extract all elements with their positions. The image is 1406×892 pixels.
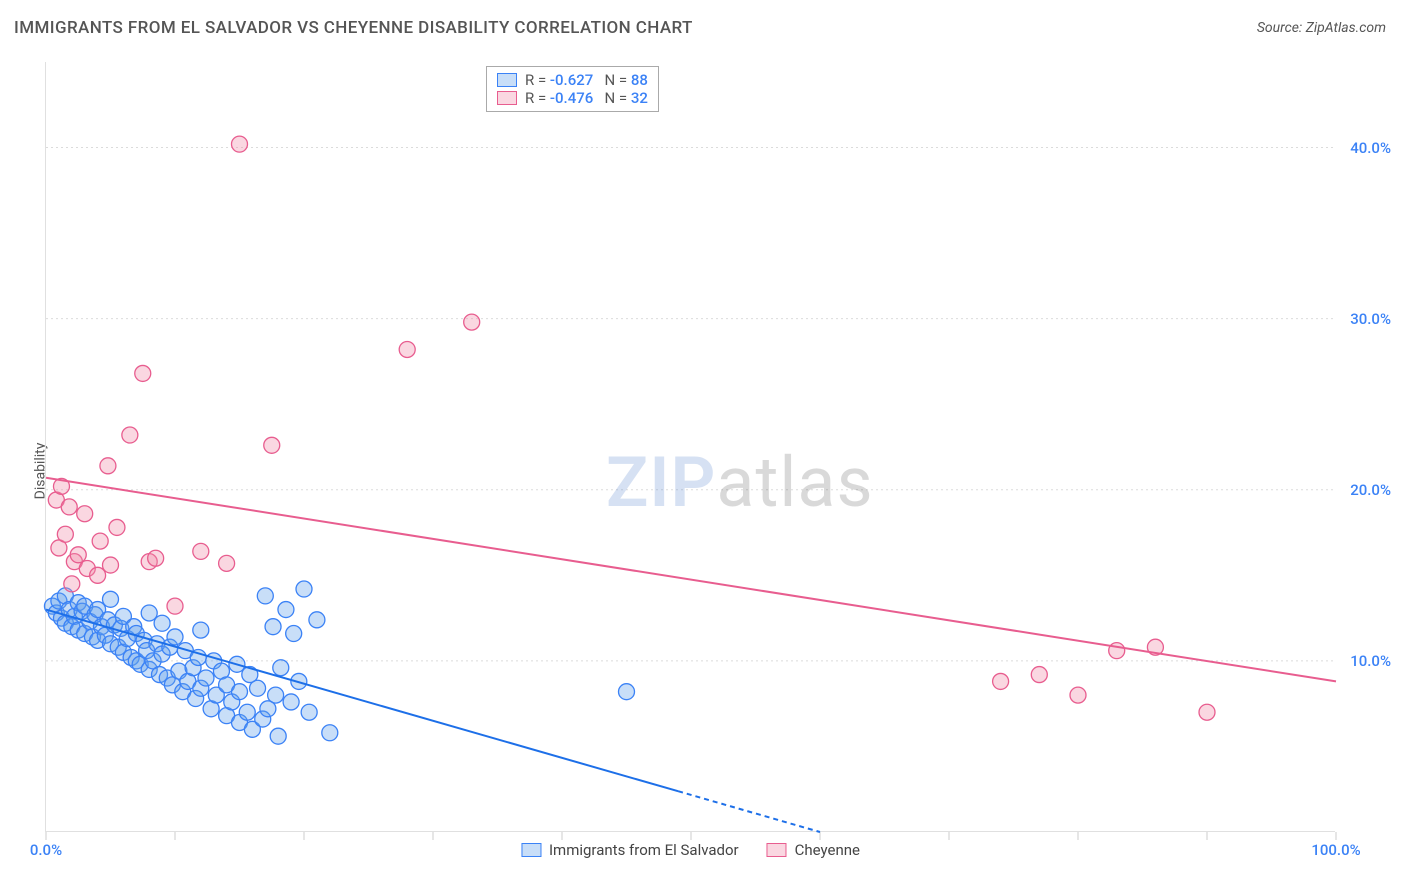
x-tick-label: 100.0% [1311,841,1360,859]
data-point [1070,687,1086,703]
legend-label: Immigrants from El Salvador [549,841,739,859]
data-point [109,519,125,535]
trend-line-dashed [678,791,820,832]
data-point [198,670,214,686]
data-point [141,605,157,621]
data-point [61,499,77,515]
data-point [265,619,281,635]
legend-swatch [497,91,517,105]
trend-line [46,610,678,792]
data-point [270,728,286,744]
data-point [296,581,312,597]
data-point [273,660,289,676]
correlation-legend: R = -0.627 N = 88R = -0.476 N = 32 [486,66,659,112]
data-point [232,684,248,700]
series-legend: Immigrants from El Salvador Cheyenne [521,841,860,859]
legend-row: R = -0.627 N = 88 [497,71,648,89]
y-tick-label: 40.0% [1350,139,1391,157]
data-point [193,543,209,559]
plot-area: ZIPatlas R = -0.627 N = 88R = -0.476 N =… [45,62,1335,832]
legend-item: Cheyenne [767,841,860,859]
data-point [399,341,415,357]
legend-row: R = -0.476 N = 32 [497,89,648,107]
data-point [193,622,209,638]
data-point [264,437,280,453]
data-point [1199,704,1215,720]
legend-stats: R = -0.476 N = 32 [525,89,648,107]
data-point [122,427,138,443]
data-point [1031,667,1047,683]
source-name: ZipAtlas.com [1306,20,1386,36]
data-point [232,136,248,152]
data-point [100,458,116,474]
x-tick-label: 0.0% [30,841,62,859]
legend-swatch [497,73,517,87]
data-point [309,612,325,628]
data-point [103,591,119,607]
data-point [283,694,299,710]
data-point [268,687,284,703]
data-point [257,588,273,604]
legend-swatch [521,843,541,857]
data-point [135,365,151,381]
data-point [993,673,1009,689]
data-point [167,629,183,645]
legend-item: Immigrants from El Salvador [521,841,739,859]
data-point [219,555,235,571]
chart-title: IMMIGRANTS FROM EL SALVADOR VS CHEYENNE … [14,18,693,38]
source-attribution: Source: ZipAtlas.com [1257,20,1386,36]
data-point [464,314,480,330]
data-point [286,626,302,642]
data-point [77,506,93,522]
plot-container: Disability ZIPatlas R = -0.627 N = 88R =… [0,50,1406,892]
y-tick-label: 10.0% [1350,652,1391,670]
data-point [301,704,317,720]
data-point [322,725,338,741]
data-point [103,557,119,573]
data-point [154,615,170,631]
legend-label: Cheyenne [795,841,860,859]
legend-stats: R = -0.627 N = 88 [525,71,648,89]
data-point [619,684,635,700]
data-point [167,598,183,614]
y-tick-label: 20.0% [1350,481,1391,499]
y-tick-label: 30.0% [1350,310,1391,328]
scatter-plot-svg [46,62,1335,831]
data-point [70,547,86,563]
data-point [90,567,106,583]
data-point [64,576,80,592]
legend-swatch [767,843,787,857]
data-point [250,680,266,696]
data-point [148,550,164,566]
source-prefix: Source: [1257,20,1306,36]
trend-line [46,478,1336,682]
data-point [239,704,255,720]
data-point [278,602,294,618]
data-point [57,526,73,542]
data-point [92,533,108,549]
